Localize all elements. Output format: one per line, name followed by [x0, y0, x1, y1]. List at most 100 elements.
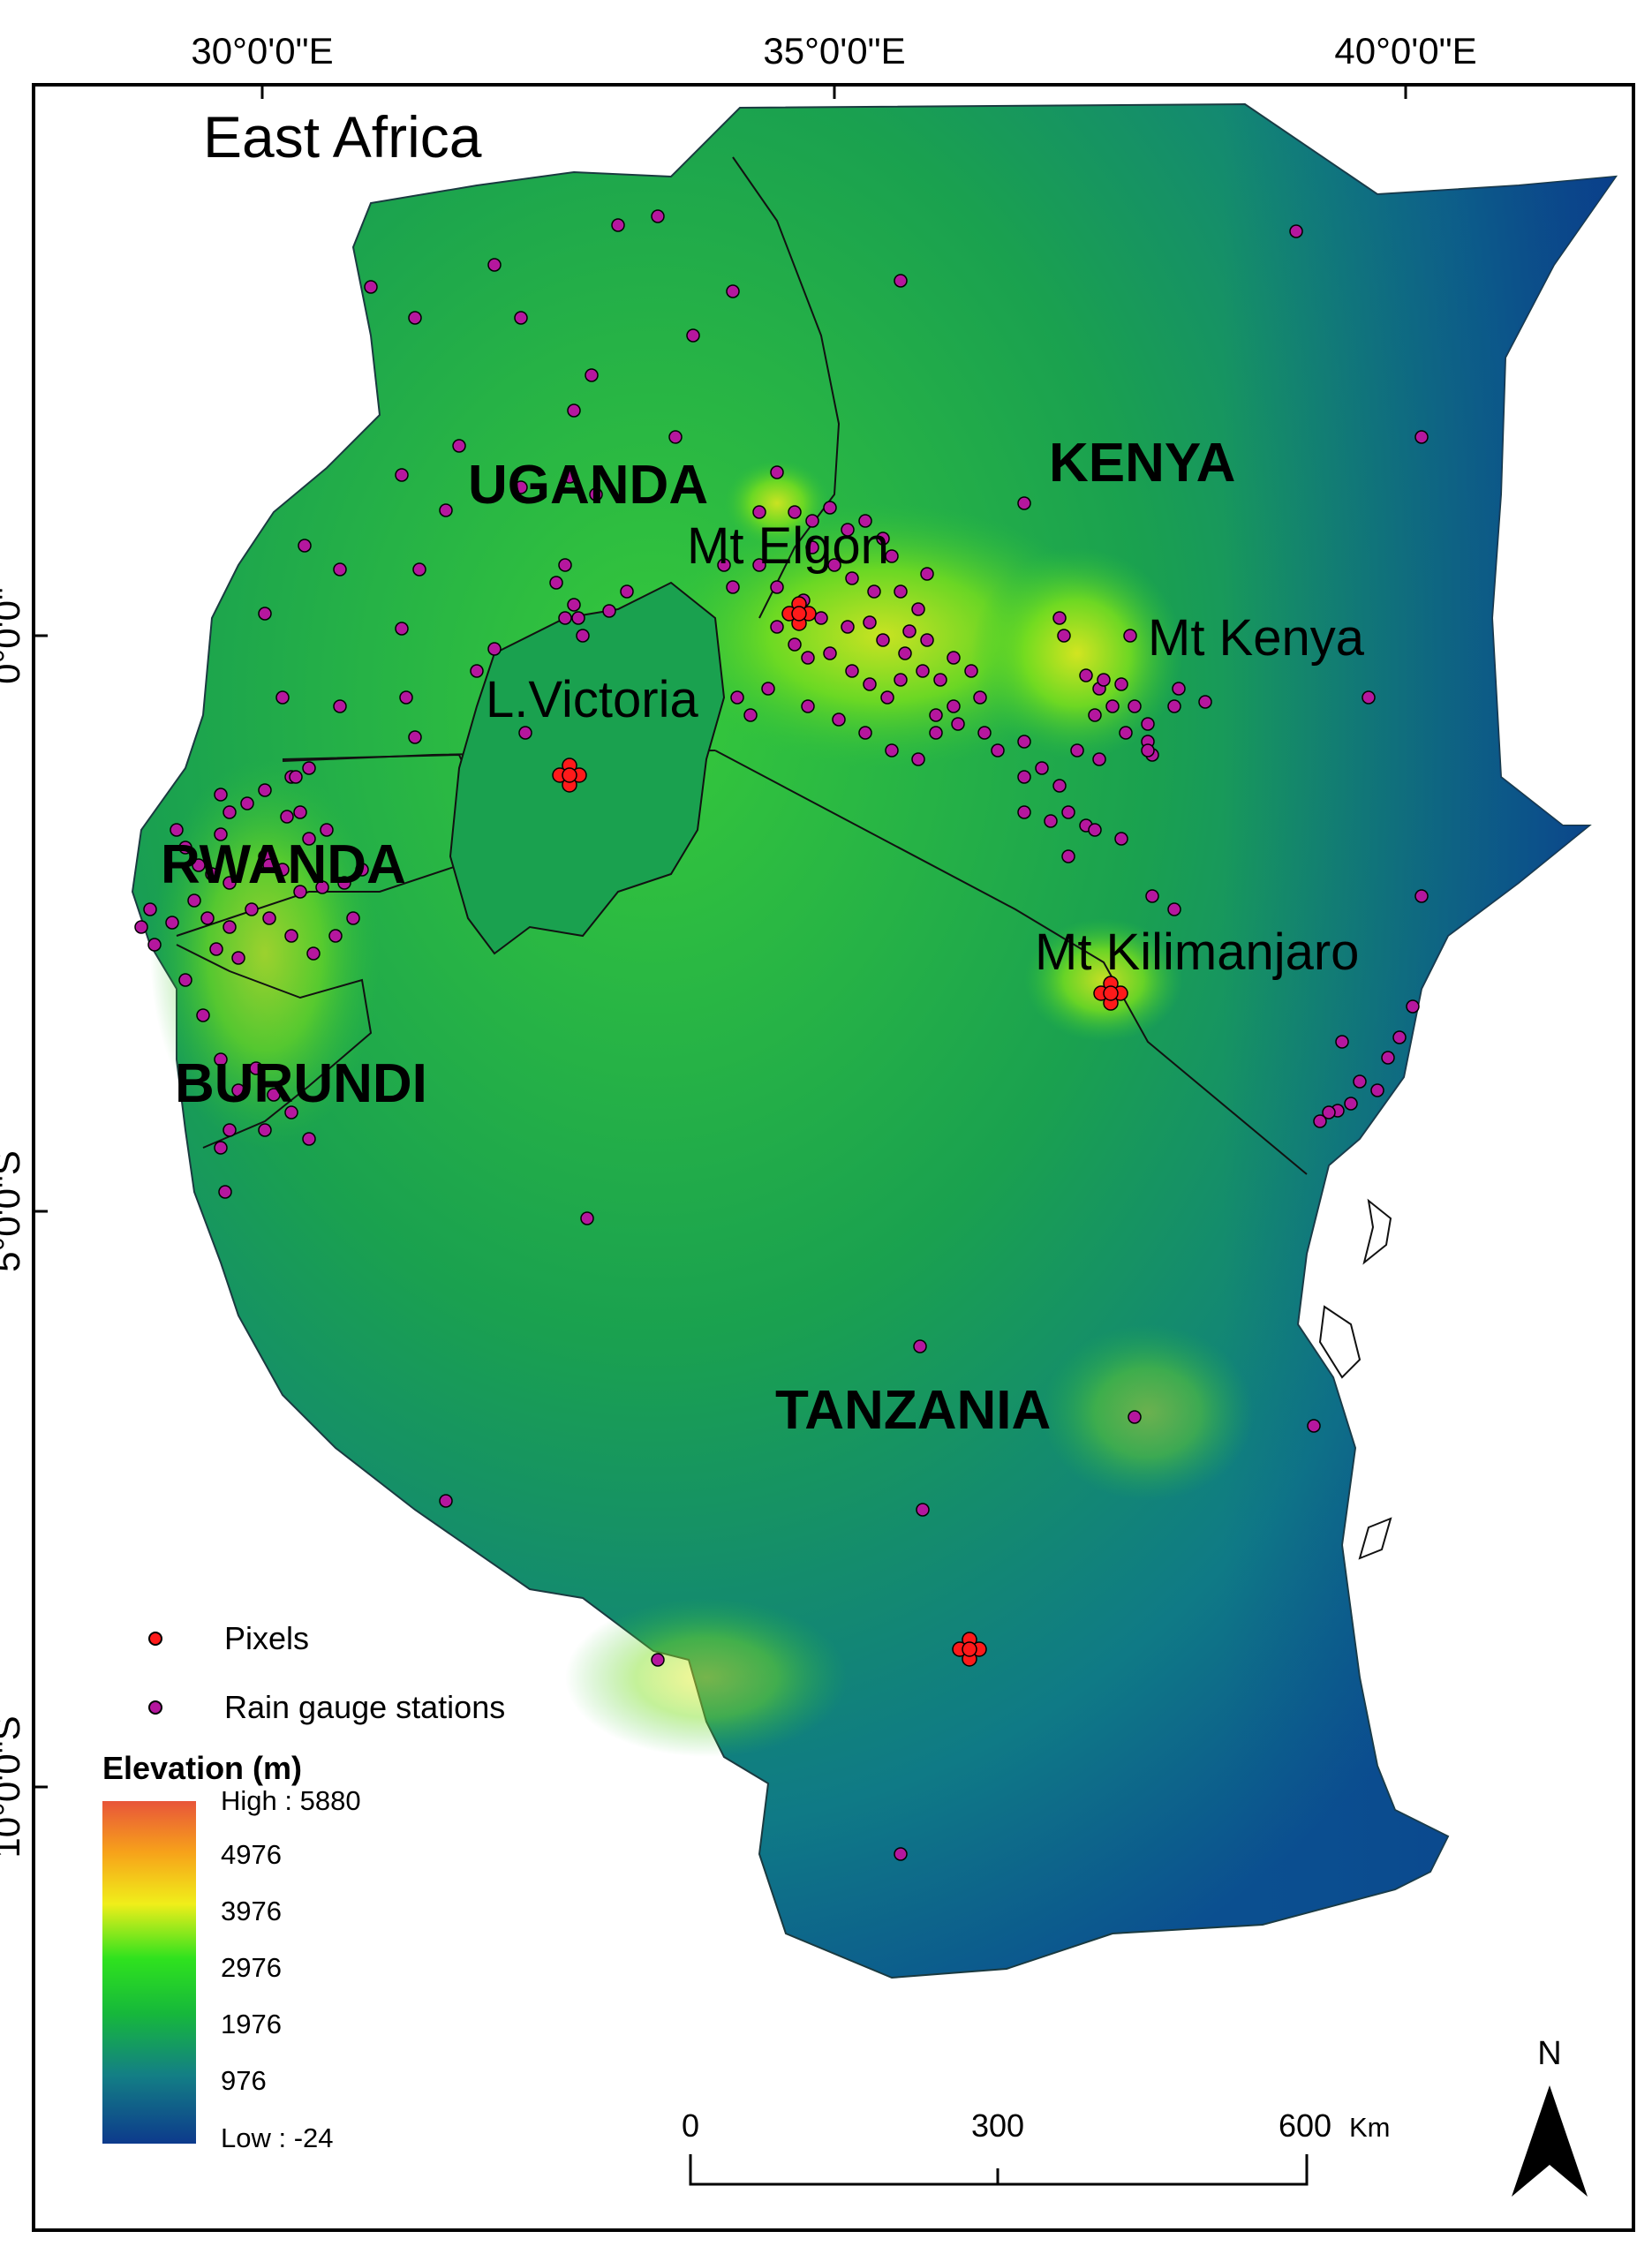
rain-gauge-marker — [147, 938, 162, 952]
rain-gauge-marker — [1145, 889, 1159, 903]
rain-gauge-marker — [1088, 708, 1102, 722]
coastal-lowland — [740, 104, 1616, 1978]
rain-gauge-marker — [567, 403, 581, 418]
country-label-tanzania: TANZANIA — [775, 1380, 1051, 1441]
rain-gauge-marker — [752, 558, 766, 572]
rain-gauge-marker — [284, 929, 298, 943]
rain-gauge-marker — [1057, 629, 1071, 643]
rain-gauge-marker — [920, 567, 934, 581]
north-arrow: N — [1512, 2035, 1588, 2197]
rain-gauge-marker — [178, 973, 192, 987]
rain-gauge-marker — [576, 629, 590, 643]
top-tick-label: 35°0'0"E — [763, 30, 905, 72]
top-tick-label: 30°0'0"E — [191, 30, 333, 72]
rain-gauge-marker — [801, 699, 815, 713]
rain-gauge-marker — [894, 584, 908, 599]
rain-gauge-marker — [1088, 823, 1102, 837]
rain-gauge-marker — [894, 1847, 908, 1861]
rain-gauge-marker — [947, 699, 961, 713]
rain-gauge-marker — [1017, 805, 1031, 819]
highland-areas — [150, 459, 1254, 1757]
rain-gauge-marker — [412, 562, 426, 577]
rain-gauge-marker — [805, 540, 819, 554]
rain-gauge-marker — [620, 584, 634, 599]
rain-gauge-marker — [567, 598, 581, 612]
rain-gauge-marker — [717, 558, 731, 572]
rain-gauge-marker — [571, 611, 585, 625]
rain-gauge-marker — [894, 673, 908, 687]
rain-gauge-marker — [223, 805, 237, 819]
rain-gauge-marker — [439, 1494, 453, 1508]
rain-gauge-marker — [585, 368, 599, 382]
rain-gauge-marker — [876, 531, 890, 546]
rain-gauge-marker — [1414, 889, 1429, 903]
rain-gauge-marker — [315, 880, 329, 894]
rain-gauge-marker — [814, 611, 828, 625]
rain-gauge-marker — [885, 743, 899, 758]
rain-gauge-marker — [885, 549, 899, 563]
rain-gauge-marker — [876, 633, 890, 647]
rain-gauge-marker — [143, 902, 157, 916]
rain-gauge-marker — [1061, 849, 1075, 863]
elevation-label: 4976 — [221, 1839, 282, 1870]
rain-gauge-marker — [977, 726, 992, 740]
rain-gauge-marker — [913, 1339, 927, 1353]
rain-gauge-marker — [275, 690, 290, 705]
pixel-markers — [552, 596, 1128, 1667]
rain-gauge-marker — [337, 876, 351, 890]
elevation-label: 3976 — [221, 1896, 282, 1926]
scale-unit: Km — [1349, 2112, 1391, 2143]
rain-gauge-marker — [302, 1132, 316, 1146]
rain-gauge-marker — [452, 439, 466, 453]
rain-gauge-marker — [214, 788, 228, 802]
elevation-label: 1976 — [221, 2009, 282, 2039]
legend-gauge-symbol — [148, 1700, 162, 1715]
rain-gauge-marker — [867, 584, 881, 599]
rain-gauge-marker — [863, 677, 877, 691]
rain-gauge-marker — [770, 620, 784, 634]
top-tick-label: 40°0'0"E — [1334, 30, 1476, 72]
rain-gauge-marker — [302, 761, 316, 775]
feature-label-lake-victoria: L.Victoria — [486, 671, 698, 728]
rain-gauge-marker — [187, 893, 201, 908]
rain-gauge-marker — [1307, 1419, 1321, 1433]
rain-gauge-marker — [558, 558, 572, 572]
rain-gauge-marker — [1172, 682, 1186, 696]
rain-gauge-marker — [223, 920, 237, 934]
rain-gauge-marker — [1141, 717, 1155, 731]
scale-label: 600 — [1279, 2107, 1331, 2144]
rain-gauge-marker — [1114, 677, 1128, 691]
rain-gauge-marker — [580, 1211, 594, 1225]
rain-gauge-marker — [589, 487, 603, 501]
rain-gauge-marker — [399, 690, 413, 705]
rain-gauge-marker — [1070, 743, 1084, 758]
rain-gauge-marker — [223, 876, 237, 890]
rain-gauge-marker — [1414, 430, 1429, 444]
country-label-burundi: BURUNDI — [175, 1053, 427, 1114]
rain-gauge-marker — [1017, 770, 1031, 784]
rain-gauge-marker — [743, 708, 758, 722]
rain-gauge-marker — [245, 902, 259, 916]
rain-gauge-marker — [1114, 832, 1128, 846]
rain-gauge-marker — [558, 611, 572, 625]
elevation-legend-title: Elevation (m) — [102, 1750, 302, 1786]
rain-gauge-marker — [487, 642, 502, 656]
rain-gauge-marker — [408, 730, 422, 744]
rain-gauge-marker — [333, 699, 347, 713]
elevation-label: 976 — [221, 2065, 267, 2096]
rain-gauge-marker — [178, 841, 192, 855]
rain-gauge-marker — [293, 805, 307, 819]
rain-gauge-marker — [1344, 1097, 1358, 1111]
rain-gauge-marker — [258, 607, 272, 621]
country-label-kenya: KENYA — [1049, 433, 1235, 494]
pixel-marker — [962, 1641, 977, 1657]
left-tick-label: 10°0'0"S — [0, 1715, 27, 1858]
kenya-tanzania-border — [714, 750, 1308, 1175]
rain-gauge-marker — [761, 682, 775, 696]
pixel-marker — [1103, 985, 1119, 1001]
rain-gauge-marker — [1017, 496, 1031, 510]
uganda-kenya-border — [732, 156, 841, 619]
rain-gauge-marker — [841, 523, 855, 537]
rain-gauge-marker — [134, 920, 148, 934]
